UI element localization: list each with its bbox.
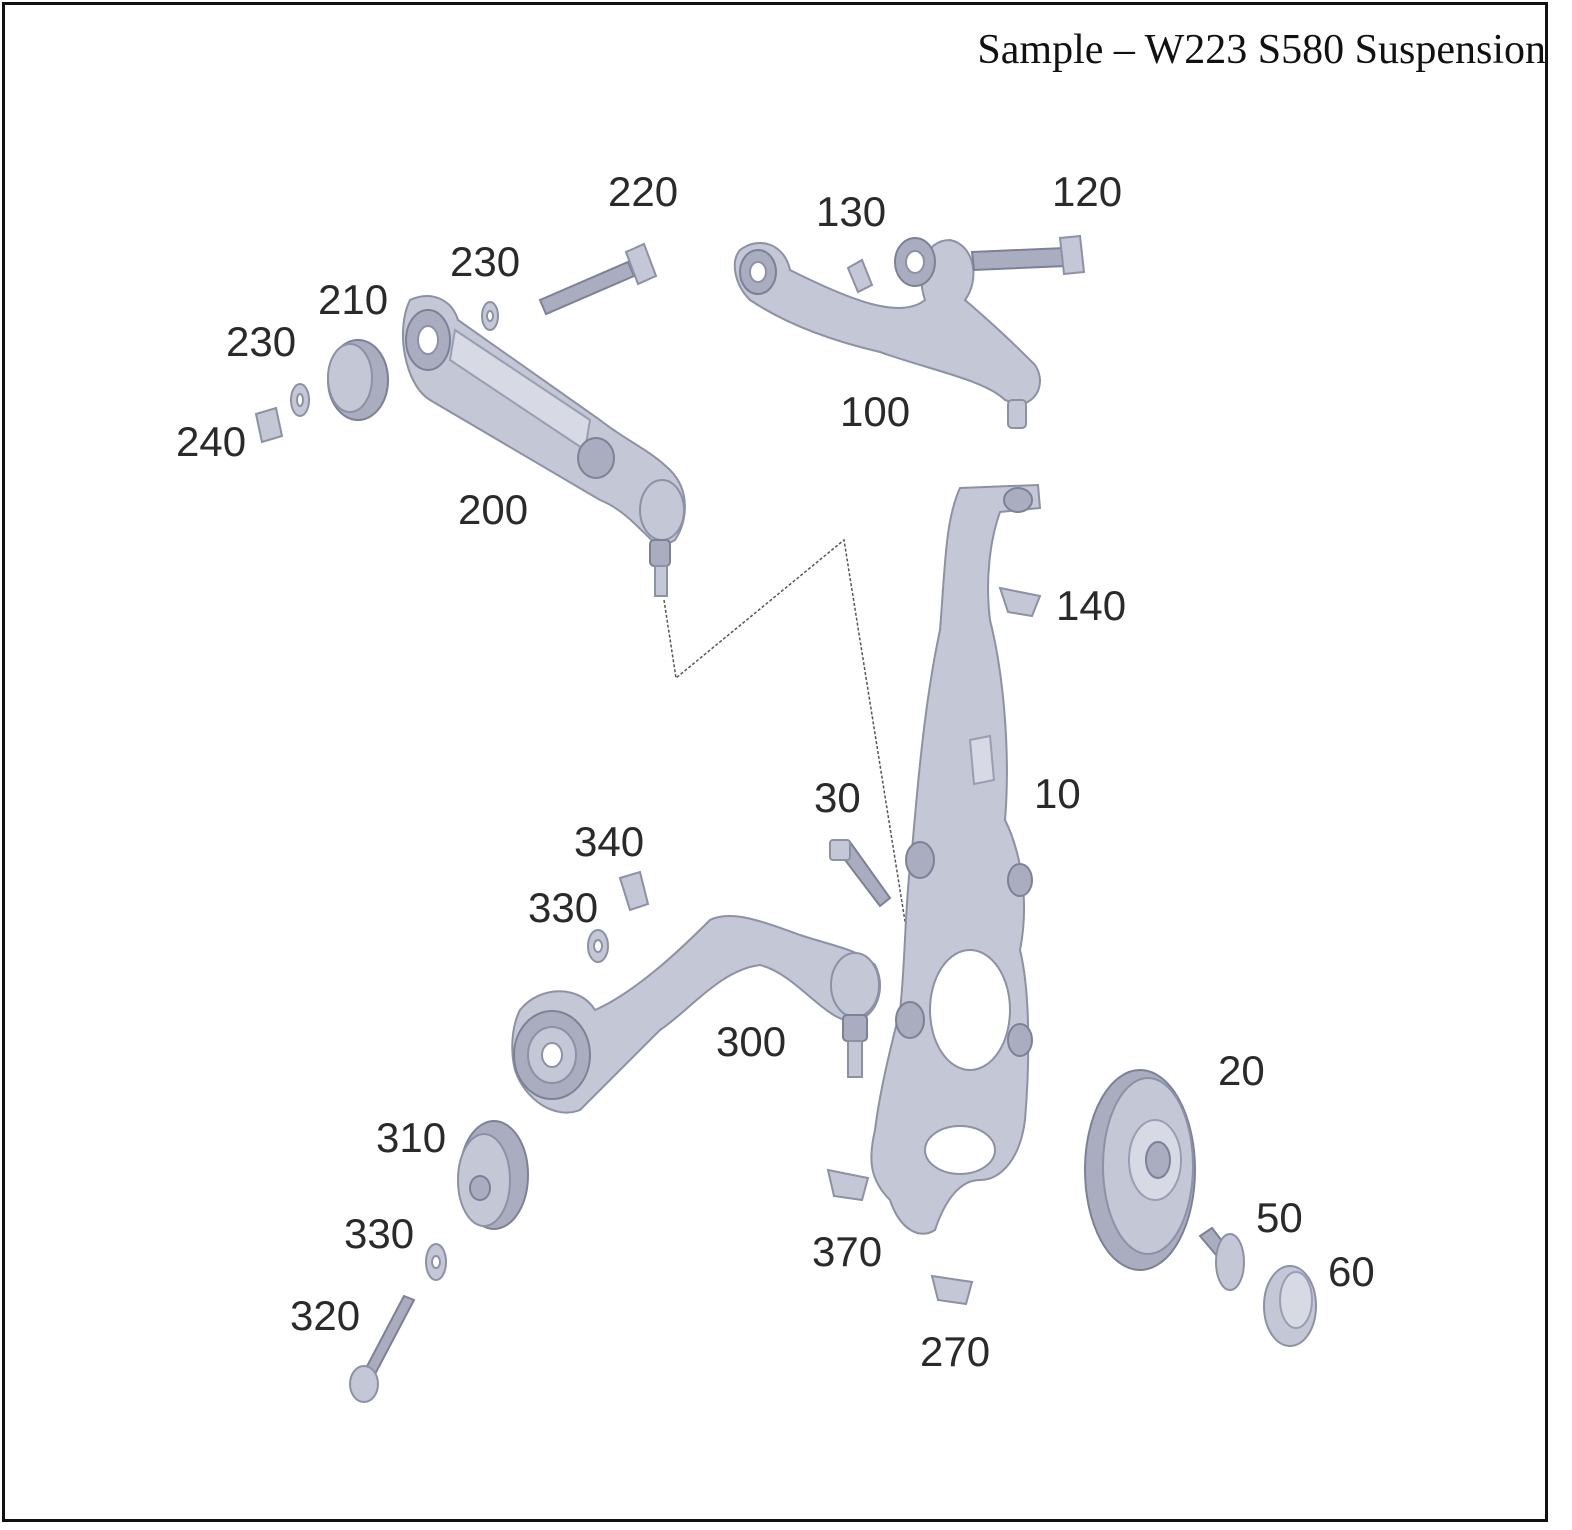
part-270-clip[interactable] — [930, 1274, 974, 1306]
part-200-control-arm[interactable] — [402, 295, 686, 597]
callout-300: 300 — [716, 1018, 786, 1065]
leader-line — [663, 538, 909, 941]
callout-100: 100 — [840, 388, 910, 435]
callout-310: 310 — [376, 1114, 446, 1161]
part-320-bolt[interactable] — [349, 1294, 416, 1403]
part-300-lower-control-arm[interactable] — [511, 914, 881, 1114]
part-220-bolt[interactable] — [538, 242, 658, 316]
part-330-washer-lower[interactable] — [425, 1243, 447, 1281]
part-230-washer-left[interactable] — [290, 383, 310, 417]
part-330-washer-upper[interactable] — [587, 929, 609, 963]
callout-30: 30 — [814, 774, 861, 821]
part-370-clip[interactable] — [826, 1168, 870, 1202]
diagram-title: Sample – W223 S580 Suspension — [977, 27, 1546, 73]
callout-50: 50 — [1256, 1194, 1303, 1241]
part-230-washer-right[interactable] — [481, 301, 499, 331]
callout-140: 140 — [1056, 582, 1126, 629]
part-10-steering-knuckle[interactable] — [870, 483, 1042, 1235]
callout-10: 10 — [1034, 770, 1081, 817]
part-130-nut[interactable] — [846, 258, 874, 294]
part-20-wheel-hub[interactable] — [1084, 1069, 1196, 1271]
part-240-nut[interactable] — [254, 406, 284, 444]
callout-120: 120 — [1052, 168, 1122, 215]
callout-340: 340 — [574, 818, 644, 865]
callout-330-lower: 330 — [344, 1210, 414, 1257]
part-210-bushing[interactable] — [327, 339, 389, 421]
part-340-nut[interactable] — [618, 870, 650, 912]
callout-210: 210 — [318, 276, 388, 323]
callout-220: 220 — [608, 168, 678, 215]
part-60-dust-cap[interactable] — [1263, 1265, 1317, 1347]
callout-240: 240 — [176, 418, 246, 465]
callout-230-right: 230 — [450, 238, 520, 285]
callout-230-left: 230 — [226, 318, 296, 365]
callout-370: 370 — [812, 1228, 882, 1275]
callout-20: 20 — [1218, 1047, 1265, 1094]
callout-200: 200 — [458, 486, 528, 533]
part-50-bolt[interactable] — [1198, 1226, 1245, 1291]
part-100-upper-control-arm[interactable] — [733, 237, 1041, 429]
part-120-bolt[interactable] — [970, 234, 1086, 276]
part-140-clip[interactable] — [998, 586, 1042, 618]
callout-60: 60 — [1328, 1248, 1375, 1295]
part-30-bolt[interactable] — [829, 839, 892, 908]
callout-130: 130 — [816, 188, 886, 235]
callout-330-upper: 330 — [528, 884, 598, 931]
callout-270: 270 — [920, 1328, 990, 1375]
callout-320: 320 — [290, 1292, 360, 1339]
part-310-bushing[interactable] — [457, 1120, 529, 1230]
